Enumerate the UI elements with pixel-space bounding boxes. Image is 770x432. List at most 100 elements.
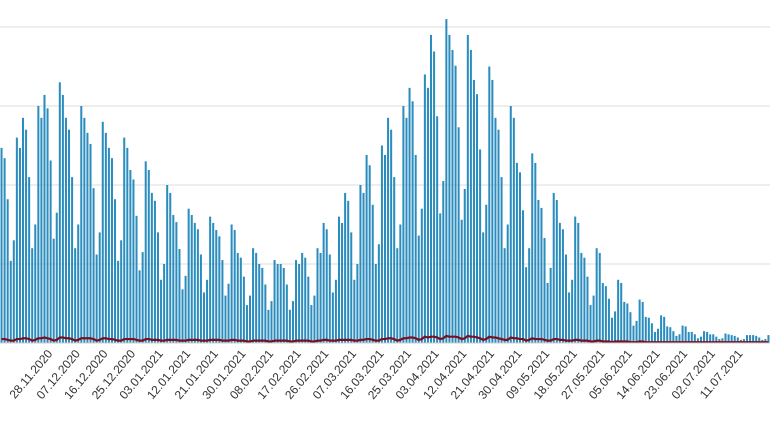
bar	[196, 229, 199, 343]
bar	[752, 335, 755, 343]
bar	[598, 252, 601, 343]
bar	[620, 282, 623, 343]
bar	[500, 177, 503, 343]
bar	[758, 337, 761, 343]
bar	[3, 158, 6, 343]
bar	[448, 34, 451, 344]
bar	[114, 199, 117, 343]
bar	[365, 154, 368, 343]
bar	[503, 248, 506, 343]
bar	[387, 117, 390, 343]
bar	[184, 275, 187, 343]
bar	[497, 129, 500, 343]
bar	[604, 286, 607, 343]
bar	[64, 117, 67, 343]
bar	[383, 154, 387, 343]
bar	[690, 331, 693, 343]
bar	[377, 244, 380, 343]
bar	[301, 252, 304, 343]
bar	[178, 248, 181, 343]
bar	[353, 279, 356, 343]
bar	[249, 295, 252, 343]
bar	[561, 229, 564, 343]
bar	[166, 185, 169, 343]
bar	[83, 117, 86, 343]
bar	[89, 143, 92, 343]
bar	[494, 117, 497, 343]
bar	[632, 325, 635, 343]
bar	[144, 161, 147, 343]
bar	[21, 117, 25, 343]
bar	[138, 270, 141, 343]
bar	[95, 254, 98, 343]
bar	[405, 117, 408, 343]
bar	[328, 254, 331, 343]
bar	[212, 222, 215, 343]
bar	[571, 279, 574, 343]
bar	[227, 283, 230, 343]
bar	[141, 252, 144, 343]
bar	[718, 339, 721, 343]
bar	[712, 334, 715, 343]
bar	[347, 200, 350, 343]
bar	[193, 222, 196, 343]
bar	[224, 295, 227, 343]
bar	[68, 129, 71, 343]
bar	[442, 181, 445, 343]
bar	[40, 117, 43, 343]
bar	[362, 192, 365, 343]
bar	[25, 129, 28, 343]
bar	[341, 222, 344, 343]
bar	[675, 335, 678, 343]
bar	[660, 315, 663, 343]
bar	[169, 192, 172, 343]
bar	[190, 215, 193, 343]
bar	[350, 232, 353, 343]
bar	[638, 299, 641, 343]
bar	[230, 224, 233, 343]
bar	[9, 260, 12, 343]
bar	[681, 325, 684, 343]
bar	[55, 212, 58, 343]
bar	[430, 34, 433, 344]
bar	[239, 257, 242, 343]
bar	[31, 248, 34, 343]
bar	[730, 335, 733, 343]
bar	[445, 19, 448, 343]
bar	[337, 216, 340, 343]
bar	[288, 309, 291, 343]
bar	[764, 339, 767, 343]
bar	[396, 248, 399, 343]
bar	[607, 298, 610, 343]
bar	[304, 257, 307, 343]
bar	[175, 222, 178, 343]
bar	[270, 301, 273, 343]
bar	[736, 337, 739, 343]
bar	[86, 132, 89, 343]
bar	[653, 331, 656, 343]
bar	[684, 326, 687, 343]
bar	[285, 284, 288, 343]
bar	[626, 303, 629, 343]
bar	[678, 334, 681, 343]
bar	[506, 224, 509, 343]
bar	[512, 117, 515, 343]
bar	[706, 331, 709, 343]
bar	[49, 160, 52, 343]
bar	[525, 267, 528, 343]
bar	[199, 254, 202, 343]
bar	[595, 248, 598, 343]
bar	[537, 200, 540, 343]
bar	[433, 51, 436, 344]
bar	[709, 334, 712, 343]
bar	[104, 132, 107, 343]
bar	[629, 312, 632, 343]
bar	[749, 335, 752, 343]
bar	[393, 177, 396, 343]
bar	[117, 260, 120, 343]
bar	[34, 224, 37, 343]
bar	[745, 335, 749, 343]
bar	[264, 284, 267, 343]
bar	[666, 326, 669, 343]
bar	[721, 338, 724, 343]
